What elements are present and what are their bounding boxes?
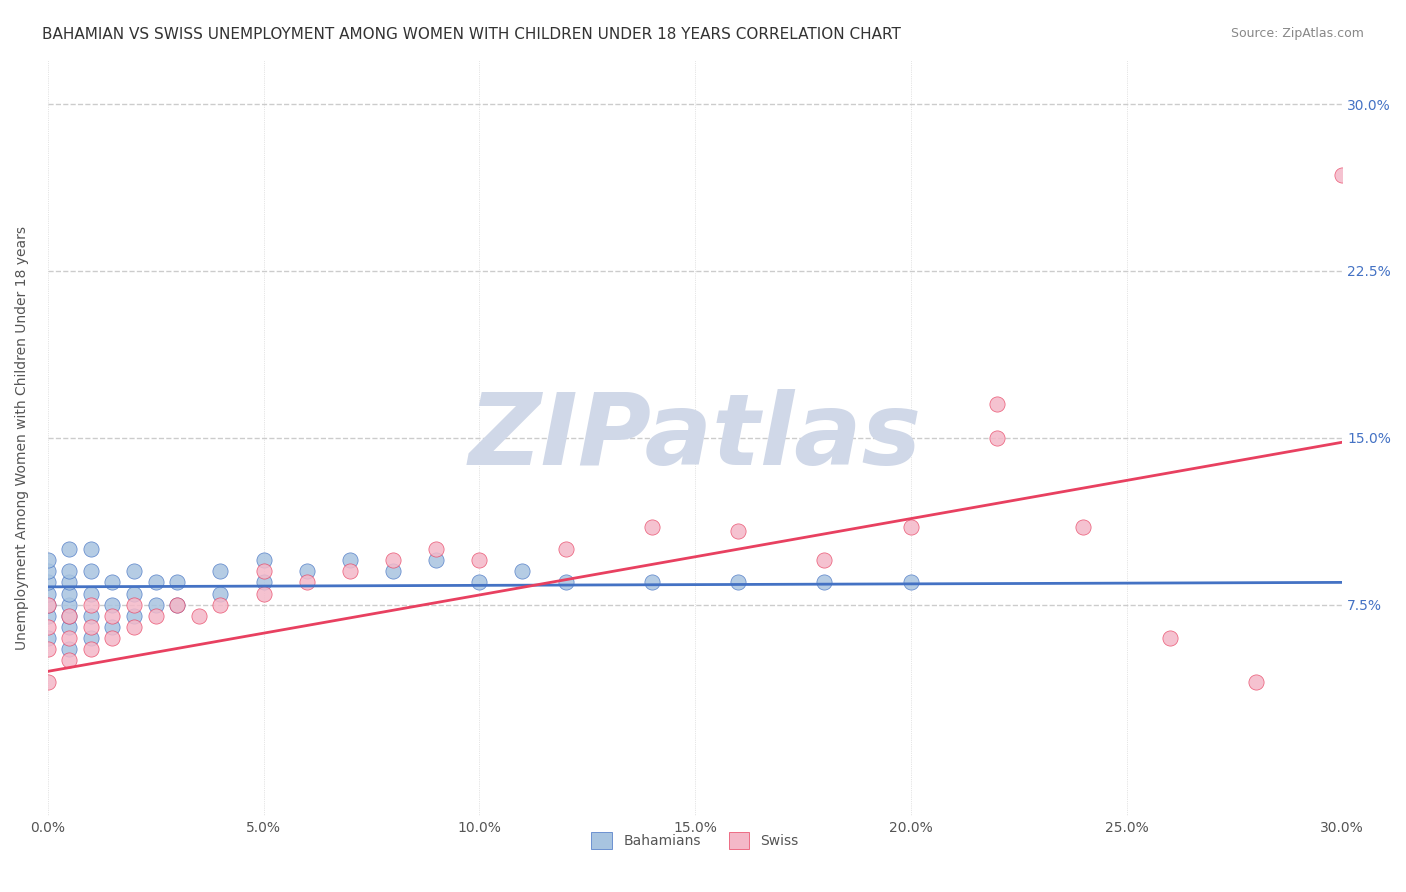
Point — [37, 675, 59, 690]
Text: Source: ZipAtlas.com: Source: ZipAtlas.com — [1230, 27, 1364, 40]
Y-axis label: Unemployment Among Women with Children Under 18 years: Unemployment Among Women with Children U… — [15, 226, 30, 649]
Point — [339, 564, 361, 578]
Point — [101, 620, 124, 634]
Point — [58, 541, 80, 556]
Point — [101, 631, 124, 645]
Legend: Bahamians, Swiss: Bahamians, Swiss — [586, 826, 804, 855]
Point — [986, 431, 1008, 445]
Point — [641, 520, 664, 534]
Point — [641, 575, 664, 590]
Point — [80, 598, 103, 612]
Point — [122, 564, 145, 578]
Point — [900, 575, 922, 590]
Point — [145, 598, 167, 612]
Point — [37, 642, 59, 657]
Point — [295, 564, 318, 578]
Point — [512, 564, 534, 578]
Point — [37, 598, 59, 612]
Point — [37, 631, 59, 645]
Point — [381, 553, 404, 567]
Point — [209, 586, 232, 600]
Point — [80, 642, 103, 657]
Point — [813, 553, 835, 567]
Point — [80, 541, 103, 556]
Point — [58, 598, 80, 612]
Point — [1159, 631, 1181, 645]
Point — [58, 608, 80, 623]
Point — [58, 608, 80, 623]
Point — [554, 541, 576, 556]
Point — [37, 575, 59, 590]
Point — [58, 575, 80, 590]
Point — [468, 553, 491, 567]
Point — [145, 608, 167, 623]
Point — [1244, 675, 1267, 690]
Point — [37, 598, 59, 612]
Point — [986, 397, 1008, 411]
Point — [295, 575, 318, 590]
Point — [339, 553, 361, 567]
Point — [425, 553, 447, 567]
Point — [727, 575, 749, 590]
Point — [58, 653, 80, 667]
Point — [101, 598, 124, 612]
Point — [80, 620, 103, 634]
Point — [252, 564, 274, 578]
Point — [554, 575, 576, 590]
Text: ZIPatlas: ZIPatlas — [468, 389, 921, 486]
Point — [187, 608, 209, 623]
Point — [80, 608, 103, 623]
Point — [813, 575, 835, 590]
Point — [122, 586, 145, 600]
Point — [145, 575, 167, 590]
Point — [58, 620, 80, 634]
Point — [166, 598, 188, 612]
Point — [80, 564, 103, 578]
Point — [122, 620, 145, 634]
Point — [58, 642, 80, 657]
Point — [58, 564, 80, 578]
Point — [209, 564, 232, 578]
Point — [101, 608, 124, 623]
Text: BAHAMIAN VS SWISS UNEMPLOYMENT AMONG WOMEN WITH CHILDREN UNDER 18 YEARS CORRELAT: BAHAMIAN VS SWISS UNEMPLOYMENT AMONG WOM… — [42, 27, 901, 42]
Point — [101, 575, 124, 590]
Point — [80, 586, 103, 600]
Point — [37, 608, 59, 623]
Point — [37, 564, 59, 578]
Point — [166, 575, 188, 590]
Point — [900, 520, 922, 534]
Point — [80, 631, 103, 645]
Point — [468, 575, 491, 590]
Point — [58, 586, 80, 600]
Point — [166, 598, 188, 612]
Point — [252, 586, 274, 600]
Point — [209, 598, 232, 612]
Point — [122, 598, 145, 612]
Point — [252, 575, 274, 590]
Point — [37, 553, 59, 567]
Point — [381, 564, 404, 578]
Point — [37, 620, 59, 634]
Point — [425, 541, 447, 556]
Point — [1073, 520, 1095, 534]
Point — [1331, 169, 1354, 183]
Point — [122, 608, 145, 623]
Point — [37, 586, 59, 600]
Point — [727, 524, 749, 539]
Point — [58, 631, 80, 645]
Point — [252, 553, 274, 567]
